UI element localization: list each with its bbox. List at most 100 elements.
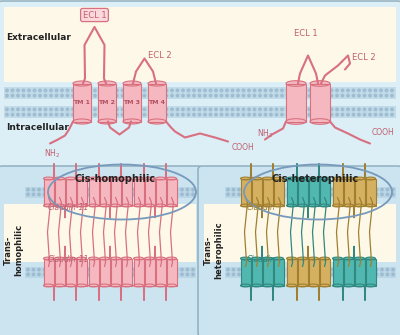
Circle shape — [220, 113, 223, 116]
Bar — [54, 179, 64, 205]
Circle shape — [143, 89, 146, 92]
Circle shape — [370, 273, 372, 276]
Circle shape — [33, 89, 36, 92]
Circle shape — [315, 188, 317, 191]
Bar — [144, 179, 154, 205]
Circle shape — [38, 188, 40, 191]
Circle shape — [77, 89, 80, 92]
Circle shape — [32, 268, 35, 271]
Circle shape — [227, 268, 229, 271]
Ellipse shape — [76, 204, 86, 207]
Circle shape — [27, 268, 29, 271]
Circle shape — [264, 113, 267, 116]
Circle shape — [359, 188, 361, 191]
Ellipse shape — [110, 177, 120, 180]
Circle shape — [11, 108, 14, 111]
Circle shape — [87, 188, 90, 191]
Circle shape — [215, 108, 217, 111]
Circle shape — [304, 273, 306, 276]
Circle shape — [131, 193, 134, 196]
Bar — [166, 179, 176, 205]
Circle shape — [44, 89, 47, 92]
Circle shape — [370, 193, 372, 196]
Circle shape — [149, 94, 151, 97]
Circle shape — [160, 94, 162, 97]
Circle shape — [98, 188, 101, 191]
Circle shape — [254, 273, 257, 276]
Circle shape — [341, 108, 344, 111]
Circle shape — [149, 108, 151, 111]
Bar — [98, 83, 116, 122]
Circle shape — [238, 268, 240, 271]
Circle shape — [61, 94, 63, 97]
Circle shape — [159, 193, 161, 196]
Circle shape — [28, 94, 30, 97]
Circle shape — [242, 89, 245, 92]
Circle shape — [308, 89, 311, 92]
Circle shape — [303, 108, 305, 111]
Circle shape — [143, 108, 146, 111]
Bar — [286, 179, 296, 205]
Bar — [308, 259, 318, 285]
Ellipse shape — [54, 284, 64, 287]
Circle shape — [287, 188, 290, 191]
Circle shape — [237, 113, 239, 116]
Circle shape — [175, 188, 178, 191]
Circle shape — [170, 268, 172, 271]
Circle shape — [165, 113, 168, 116]
Circle shape — [181, 193, 183, 196]
Circle shape — [204, 94, 206, 97]
Ellipse shape — [308, 177, 318, 180]
Ellipse shape — [262, 284, 272, 287]
Ellipse shape — [110, 284, 120, 287]
Bar — [156, 259, 166, 285]
Circle shape — [105, 113, 107, 116]
Circle shape — [149, 89, 151, 92]
Ellipse shape — [100, 257, 110, 260]
Circle shape — [330, 94, 333, 97]
Circle shape — [87, 273, 90, 276]
Circle shape — [127, 113, 129, 116]
Ellipse shape — [100, 284, 110, 287]
Circle shape — [358, 94, 360, 97]
Circle shape — [358, 113, 360, 116]
Ellipse shape — [110, 257, 120, 260]
Ellipse shape — [252, 177, 262, 180]
Ellipse shape — [156, 257, 166, 260]
Ellipse shape — [274, 204, 284, 207]
Circle shape — [171, 113, 173, 116]
Ellipse shape — [66, 284, 76, 287]
Circle shape — [392, 273, 394, 276]
Circle shape — [198, 94, 201, 97]
Bar — [286, 259, 296, 285]
Circle shape — [259, 113, 261, 116]
Circle shape — [297, 89, 300, 92]
Circle shape — [132, 113, 135, 116]
Circle shape — [297, 108, 300, 111]
Circle shape — [72, 94, 74, 97]
Circle shape — [304, 188, 306, 191]
Circle shape — [237, 94, 239, 97]
Circle shape — [249, 188, 251, 191]
Bar — [144, 259, 154, 285]
Circle shape — [232, 273, 235, 276]
Bar — [286, 179, 296, 205]
Text: Cis-homophilic: Cis-homophilic — [74, 174, 156, 184]
Circle shape — [39, 108, 41, 111]
Circle shape — [265, 193, 268, 196]
Circle shape — [77, 108, 80, 111]
Circle shape — [204, 113, 206, 116]
Circle shape — [33, 108, 36, 111]
Circle shape — [375, 193, 378, 196]
Circle shape — [325, 94, 327, 97]
Circle shape — [138, 94, 140, 97]
Circle shape — [341, 89, 344, 92]
Circle shape — [391, 108, 393, 111]
Circle shape — [142, 273, 145, 276]
Circle shape — [325, 108, 327, 111]
Bar — [66, 179, 76, 205]
Bar — [110, 179, 120, 205]
Bar — [320, 259, 330, 285]
Circle shape — [337, 193, 339, 196]
Circle shape — [27, 193, 29, 196]
